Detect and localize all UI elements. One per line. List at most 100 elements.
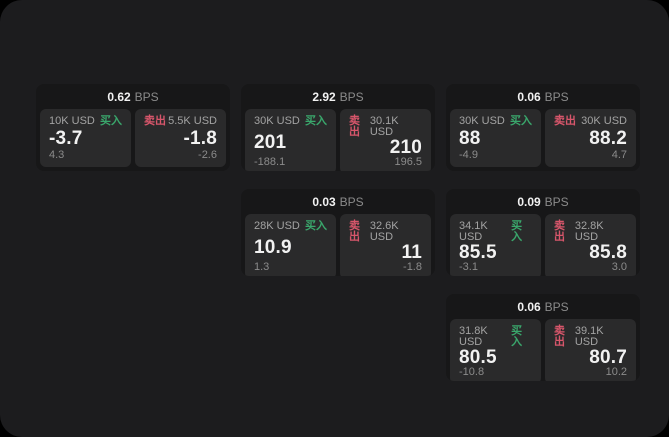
buy-side-label: 买入	[510, 115, 532, 127]
sell-tile[interactable]: 卖出 39.1K USD 80.7 10.2	[545, 319, 636, 381]
sell-side-label: 卖出	[144, 115, 166, 127]
bps-unit-label: BPS	[339, 194, 364, 209]
buy-notional: 31.8K USD	[459, 325, 488, 348]
sell-tile-top-row: 卖出 39.1K USD	[554, 326, 627, 348]
sell-price: 80.7	[589, 347, 627, 368]
buy-price: 80.5	[459, 347, 497, 368]
sell-tile-top-row: 卖出 32.8K USD	[554, 221, 627, 243]
sell-notional: 30K USD	[581, 115, 627, 127]
buy-notional: 30K USD	[254, 115, 300, 127]
buy-price: 85.5	[459, 242, 497, 263]
buy-delta: -10.8	[459, 366, 485, 378]
bps-header: 0.03 BPS	[241, 189, 435, 211]
buy-notional: 10K USD	[49, 115, 95, 127]
sell-side-label: 卖出	[349, 220, 360, 243]
sell-delta: 4.7	[611, 149, 627, 161]
buy-delta: -188.1	[254, 156, 286, 168]
quote-card: 0.62 BPS 10K USD 买入 -3.7 4.3 卖出 5.5K USD…	[36, 84, 230, 171]
buy-tile-top-row: 10K USD 买入	[49, 116, 122, 127]
buy-tile[interactable]: 34.1K USD 买入 85.5 -3.1	[450, 214, 541, 276]
buy-tile[interactable]: 10K USD 买入 -3.7 4.3	[40, 109, 131, 167]
buy-delta: 4.3	[49, 149, 65, 161]
buy-price: -3.7	[49, 128, 83, 149]
sell-price: 85.8	[589, 242, 627, 263]
sell-side-label: 卖出	[554, 115, 576, 127]
buy-tile-top-row: 34.1K USD 买入	[459, 221, 532, 243]
sell-notional: 32.6K USD	[369, 220, 399, 243]
sell-price: -1.8	[183, 128, 217, 149]
sell-delta: 10.2	[605, 366, 627, 378]
bps-header: 0.09 BPS	[446, 189, 640, 211]
buy-price: 201	[254, 131, 287, 153]
buy-sell-panels: 31.8K USD 买入 80.5 -10.8 卖出 39.1K USD 80.…	[446, 316, 640, 381]
bps-unit-label: BPS	[544, 194, 569, 209]
sell-delta: 196.5	[394, 156, 422, 168]
buy-sell-panels: 30K USD 买入 201 -188.1 卖出 30.1K USD 210 1…	[241, 106, 435, 171]
quote-card: 2.92 BPS 30K USD 买入 201 -188.1 卖出 30.1K …	[241, 84, 435, 171]
buy-price: 88	[459, 128, 481, 149]
buy-tile-top-row: 30K USD 买入	[459, 116, 532, 127]
bps-header: 2.92 BPS	[241, 84, 435, 106]
buy-side-label: 买入	[511, 325, 523, 348]
bps-header: 0.62 BPS	[36, 84, 230, 106]
sell-notional: 5.5K USD	[168, 115, 217, 127]
buy-side-label: 买入	[305, 220, 327, 232]
bps-header: 0.06 BPS	[446, 294, 640, 316]
bps-value: 0.09	[517, 194, 541, 209]
sell-tile-top-row: 卖出 5.5K USD	[144, 116, 217, 127]
sell-delta: 3.0	[611, 261, 627, 273]
quote-cards-grid: 0.62 BPS 10K USD 买入 -3.7 4.3 卖出 5.5K USD…	[36, 84, 640, 381]
bps-value: 0.03	[312, 194, 336, 209]
bps-unit-label: BPS	[339, 89, 364, 104]
buy-delta: 1.3	[254, 261, 270, 273]
buy-sell-panels: 10K USD 买入 -3.7 4.3 卖出 5.5K USD -1.8 -2.…	[36, 106, 230, 171]
buy-side-label: 买入	[511, 220, 523, 243]
sell-tile-top-row: 卖出 30K USD	[554, 116, 627, 127]
sell-tile[interactable]: 卖出 30.1K USD 210 196.5	[340, 109, 431, 171]
sell-tile-top-row: 卖出 32.6K USD	[349, 221, 422, 243]
quote-card: 0.03 BPS 28K USD 买入 10.9 1.3 卖出 32.6K US…	[241, 189, 435, 276]
buy-sell-panels: 34.1K USD 买入 85.5 -3.1 卖出 32.8K USD 85.8…	[446, 211, 640, 276]
sell-tile[interactable]: 卖出 32.6K USD 11 -1.8	[340, 214, 431, 276]
bps-unit-label: BPS	[544, 299, 569, 314]
buy-notional: 30K USD	[459, 115, 505, 127]
sell-tile[interactable]: 卖出 32.8K USD 85.8 3.0	[545, 214, 636, 276]
buy-delta: -4.9	[459, 149, 478, 161]
bps-unit-label: BPS	[544, 89, 569, 104]
bps-value: 0.62	[107, 89, 131, 104]
buy-tile[interactable]: 30K USD 买入 88 -4.9	[450, 109, 541, 167]
bps-value: 2.92	[312, 89, 336, 104]
buy-notional: 34.1K USD	[459, 220, 488, 243]
buy-side-label: 买入	[100, 115, 122, 127]
sell-notional: 39.1K USD	[574, 325, 604, 348]
quote-card: 0.06 BPS 31.8K USD 买入 80.5 -10.8 卖出 39.1…	[446, 294, 640, 381]
quote-card: 0.09 BPS 34.1K USD 买入 85.5 -3.1 卖出 32.8K…	[446, 189, 640, 276]
buy-tile-top-row: 28K USD 买入	[254, 221, 327, 232]
sell-notional: 30.1K USD	[369, 115, 399, 138]
sell-price: 210	[389, 137, 422, 158]
buy-tile-top-row: 30K USD 买入	[254, 116, 327, 127]
buy-tile-top-row: 31.8K USD 买入	[459, 326, 532, 348]
sell-price: 11	[401, 242, 422, 263]
bps-unit-label: BPS	[134, 89, 159, 104]
sell-delta: -2.6	[198, 149, 217, 161]
bps-value: 0.06	[517, 299, 541, 314]
sell-side-label: 卖出	[554, 325, 565, 348]
sell-tile[interactable]: 卖出 30K USD 88.2 4.7	[545, 109, 636, 167]
buy-side-label: 买入	[305, 115, 327, 127]
buy-notional: 28K USD	[254, 220, 300, 232]
bps-value: 0.06	[517, 89, 541, 104]
bps-header: 0.06 BPS	[446, 84, 640, 106]
sell-delta: -1.8	[403, 261, 422, 273]
buy-tile[interactable]: 28K USD 买入 10.9 1.3	[245, 214, 336, 276]
sell-notional: 32.8K USD	[574, 220, 604, 243]
sell-tile[interactable]: 卖出 5.5K USD -1.8 -2.6	[135, 109, 226, 167]
buy-delta: -3.1	[459, 261, 478, 273]
buy-tile[interactable]: 30K USD 买入 201 -188.1	[245, 109, 336, 171]
sell-tile-top-row: 卖出 30.1K USD	[349, 116, 422, 138]
sell-side-label: 卖出	[349, 115, 360, 138]
quote-card: 0.06 BPS 30K USD 买入 88 -4.9 卖出 30K USD 8…	[446, 84, 640, 171]
buy-sell-panels: 30K USD 买入 88 -4.9 卖出 30K USD 88.2 4.7	[446, 106, 640, 171]
buy-tile[interactable]: 31.8K USD 买入 80.5 -10.8	[450, 319, 541, 381]
